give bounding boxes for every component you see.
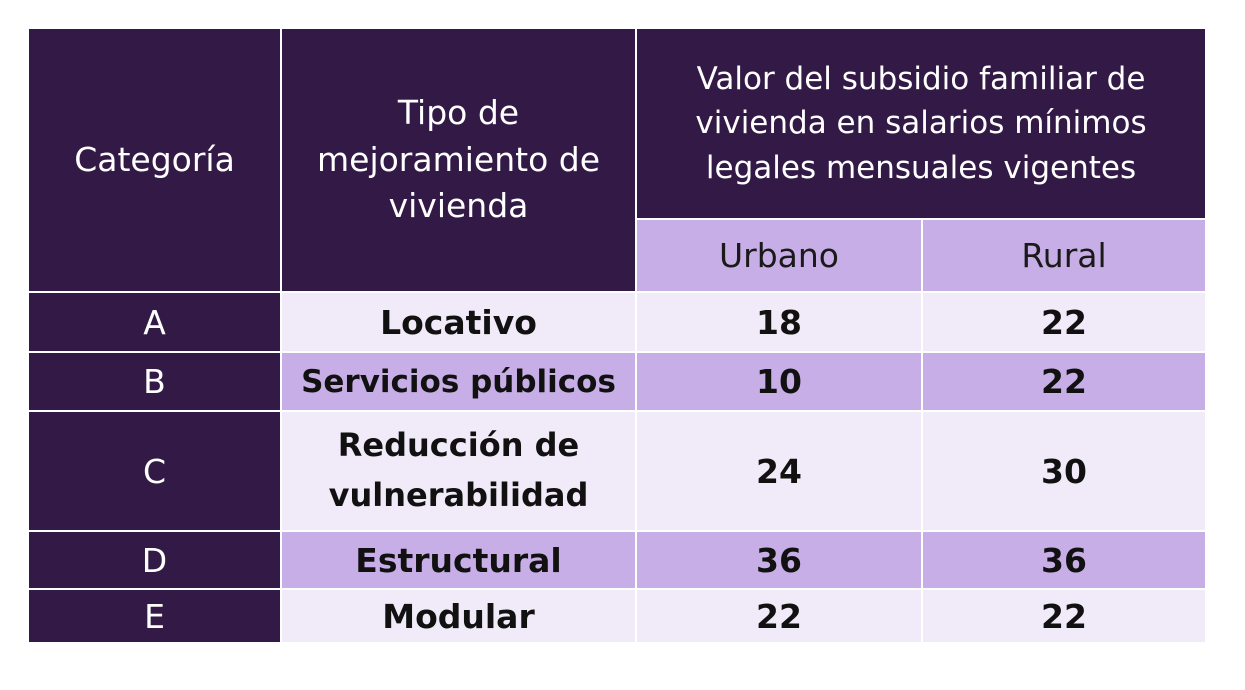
subsidy-table: Categoría Tipo de mejoramiento de vivien… [27,27,1208,644]
row-urbano: 18 [635,291,923,353]
header-valor: Valor del subsidio familiar de vivienda … [634,27,1208,220]
header-categoria: Categoría [27,27,282,293]
table-row: E Modular 22 22 [27,588,1208,644]
row-categoria: B [27,351,282,412]
table-row: A Locativo 18 22 [27,291,1208,353]
row-categoria: E [27,588,282,644]
row-urbano: 10 [635,351,923,412]
table-row: D Estructural 36 36 [27,530,1208,590]
subheader-row: Urbano Rural [28,218,1208,293]
row-urbano: 24 [635,410,923,532]
row-tipo: Reducción de vulnerabilidad [280,410,637,532]
row-categoria: A [27,291,282,353]
row-urbano: 36 [635,530,923,590]
row-rural: 22 [920,351,1208,412]
row-rural: 36 [920,530,1208,590]
row-tipo: Locativo [280,291,637,353]
table-row: C Reducción de vulnerabilidad 24 30 [27,410,1208,532]
row-tipo: Modular [280,588,637,644]
row-urbano: 22 [635,588,923,644]
header-row: Categoría Tipo de mejoramiento de vivien… [27,27,1208,293]
row-rural: 22 [920,588,1208,644]
row-categoria: C [27,410,282,532]
row-tipo-text: Reducción de vulnerabilidad [328,426,589,514]
header-tipo-text: Tipo de mejoramiento de vivienda [317,92,600,226]
header-valor-text: Valor del subsidio familiar de vivienda … [695,61,1147,186]
table-row: B Servicios públicos 10 22 [27,351,1208,412]
row-tipo: Estructural [280,530,637,590]
header-urbano: Urbano [635,218,923,293]
header-tipo: Tipo de mejoramiento de vivienda [280,27,637,293]
header-rural: Rural [920,218,1208,293]
row-tipo: Servicios públicos [280,351,637,412]
row-rural: 22 [920,291,1208,353]
row-categoria: D [27,530,282,590]
row-rural: 30 [920,410,1208,532]
